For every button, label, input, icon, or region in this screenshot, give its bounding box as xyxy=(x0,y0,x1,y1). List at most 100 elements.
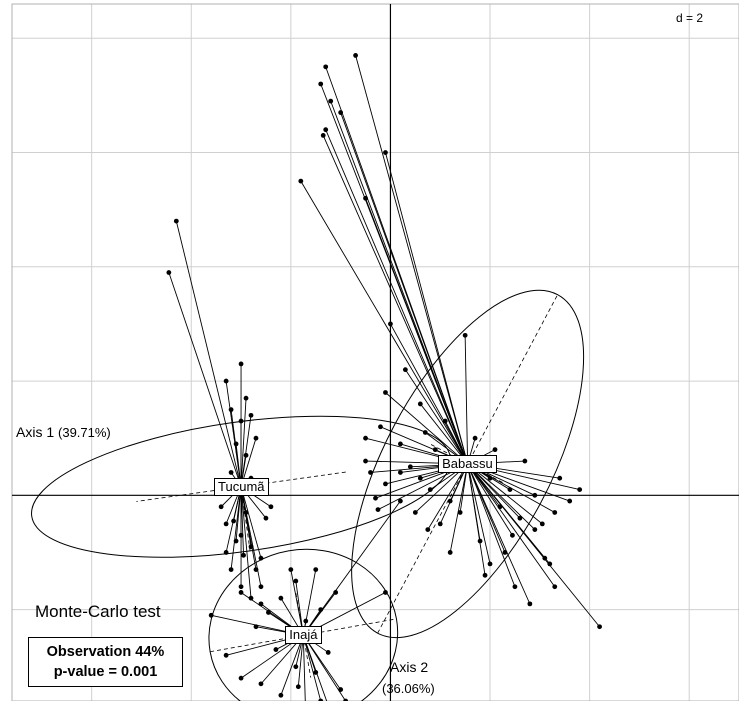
data-point xyxy=(363,195,368,201)
data-point xyxy=(502,550,508,555)
data-point xyxy=(383,481,388,487)
data-point xyxy=(241,552,246,558)
data-point xyxy=(313,567,319,572)
data-point xyxy=(278,595,284,601)
data-point xyxy=(462,332,468,338)
data-point xyxy=(318,81,324,87)
data-point xyxy=(223,550,229,555)
data-point xyxy=(457,510,463,515)
data-point xyxy=(238,361,244,367)
data-point xyxy=(378,424,383,430)
data-point xyxy=(333,590,339,595)
star-link xyxy=(449,463,469,553)
data-point xyxy=(263,515,269,521)
axis-1-label: Axis 1 (39.71%) xyxy=(16,424,111,440)
data-points xyxy=(166,53,602,701)
data-point xyxy=(472,435,478,441)
data-point xyxy=(313,670,319,675)
data-point xyxy=(295,684,301,690)
data-point xyxy=(532,492,538,498)
data-point xyxy=(507,487,513,493)
star-link xyxy=(280,635,304,696)
data-point xyxy=(303,618,309,624)
star-link xyxy=(467,463,531,605)
data-point xyxy=(231,518,236,524)
axis-1-percent: (39.71%) xyxy=(58,425,111,440)
data-point xyxy=(258,681,264,687)
data-point xyxy=(298,178,304,184)
group-label: Inajá xyxy=(285,626,322,645)
data-point xyxy=(248,595,254,601)
data-point xyxy=(293,664,299,670)
data-point xyxy=(417,401,423,407)
star-link xyxy=(355,55,469,465)
star-link xyxy=(464,335,469,464)
star-link xyxy=(390,323,469,465)
data-point xyxy=(557,475,563,481)
data-point xyxy=(318,698,324,701)
data-point xyxy=(422,430,428,435)
plot-frame xyxy=(11,3,739,701)
ellipse-Inajá xyxy=(208,548,399,701)
star-link xyxy=(325,129,469,465)
star-link xyxy=(302,635,306,701)
data-point xyxy=(338,687,344,692)
data-point xyxy=(248,412,254,418)
star-link xyxy=(168,272,242,487)
data-point xyxy=(417,475,423,481)
data-point xyxy=(343,698,349,701)
grid-lines xyxy=(11,3,739,701)
data-point xyxy=(243,452,249,458)
data-point xyxy=(273,647,279,652)
group-label: Babassu xyxy=(438,454,497,473)
data-point xyxy=(567,498,573,504)
star-link xyxy=(240,486,244,556)
data-point xyxy=(228,470,234,475)
data-point xyxy=(238,584,244,590)
data-point xyxy=(238,532,244,538)
data-point xyxy=(258,601,264,607)
star-link xyxy=(230,486,242,570)
data-point xyxy=(517,515,523,521)
data-point xyxy=(268,504,274,510)
data-point xyxy=(323,127,329,133)
data-point xyxy=(338,110,344,115)
axis-1-name: Axis 1 xyxy=(16,424,55,440)
test-results-box: Observation 44% p-value = 0.001 xyxy=(28,637,183,687)
star-link xyxy=(240,486,252,599)
data-point xyxy=(325,650,331,655)
data-point xyxy=(397,441,403,447)
data-point xyxy=(487,561,493,567)
star-link xyxy=(385,392,468,465)
data-point xyxy=(425,527,431,533)
data-point xyxy=(482,572,488,578)
grid-scale-label: d = 2 xyxy=(676,11,704,25)
data-point xyxy=(228,567,234,572)
data-point xyxy=(383,390,388,395)
star-link xyxy=(385,152,469,465)
data-point xyxy=(278,692,284,698)
data-point xyxy=(288,567,294,572)
star-link xyxy=(290,569,304,636)
star-link xyxy=(467,463,513,536)
data-point xyxy=(407,464,413,470)
data-point xyxy=(552,510,558,515)
data-point xyxy=(442,418,448,424)
star-link xyxy=(240,486,262,559)
data-point xyxy=(397,470,403,475)
data-point xyxy=(238,675,244,681)
star-link xyxy=(467,463,486,576)
data-point xyxy=(166,270,172,275)
axis-2-label: Axis 2 xyxy=(390,659,429,675)
star-link xyxy=(405,369,468,465)
data-point xyxy=(477,538,483,544)
data-point xyxy=(223,521,229,527)
data-point xyxy=(253,435,259,441)
star-link xyxy=(322,135,469,465)
data-point xyxy=(293,578,299,584)
star-link xyxy=(300,180,469,465)
data-point xyxy=(542,555,548,561)
inertia-ellipses xyxy=(31,289,585,701)
star-link xyxy=(467,463,556,587)
